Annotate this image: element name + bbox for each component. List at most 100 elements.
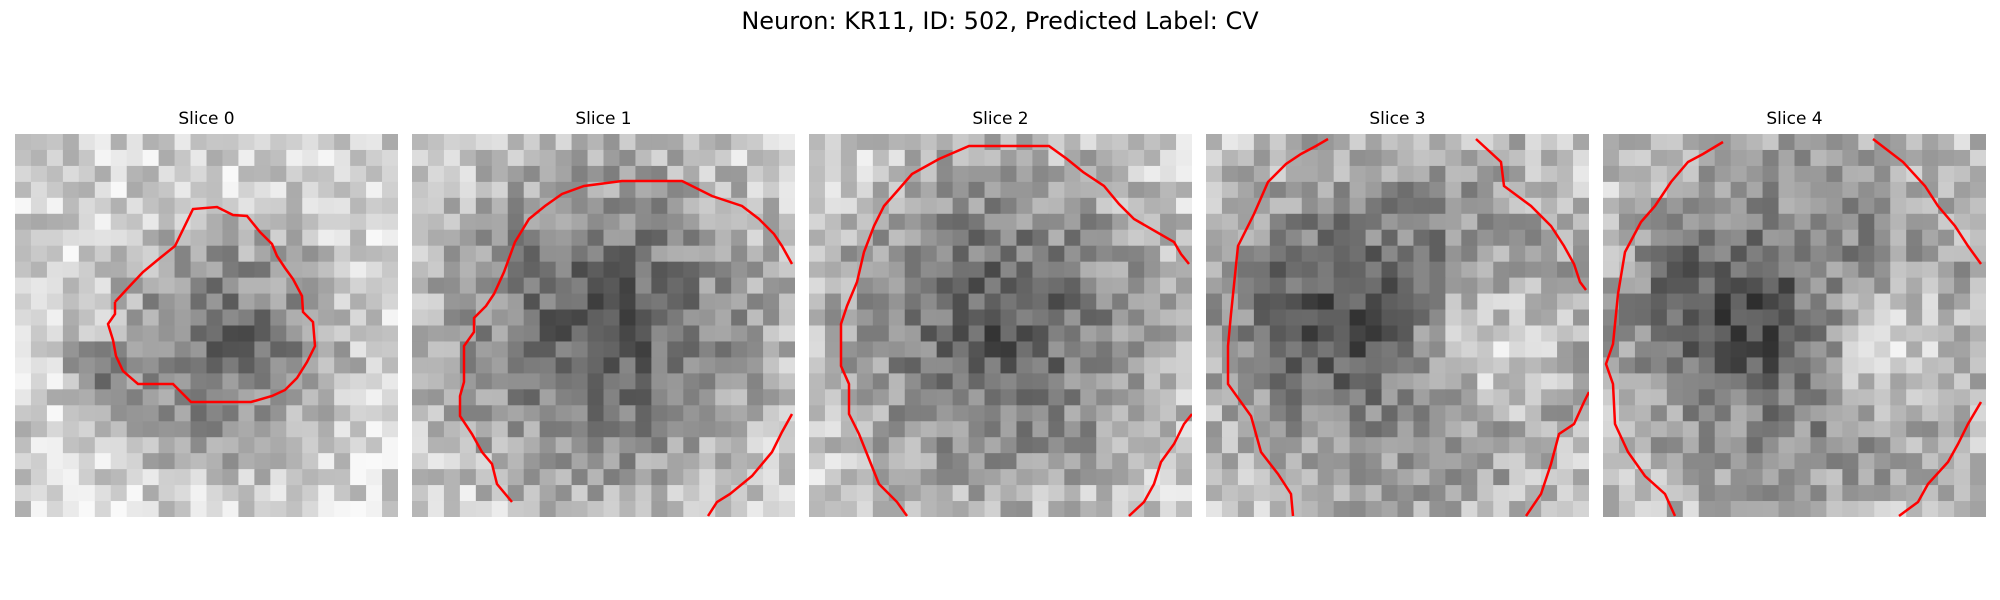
pixel [1922,245,1939,263]
pixel [1237,245,1255,263]
pixel [1826,405,1843,422]
pixel [779,309,795,327]
pixel [603,453,621,470]
pixel [491,325,509,343]
pixel [15,245,32,263]
pixel [1603,293,1620,311]
pixel [382,437,398,454]
pixel [1381,229,1399,247]
pixel [1810,501,1828,517]
pixel [1778,309,1796,327]
pixel [1762,134,1780,151]
pixel [809,469,826,486]
pixel [1618,357,1636,374]
pixel [763,165,780,183]
pixel [507,373,525,390]
pixel [254,501,271,517]
pixel [1573,485,1589,502]
pixel [286,293,303,311]
pixel [1000,245,1018,263]
pixel [1477,373,1494,390]
pixel [667,181,684,199]
pixel [1954,373,1971,390]
pixel [1128,293,1145,311]
pixel [635,373,652,390]
pixel [1842,277,1859,295]
pixel [1064,469,1081,486]
pixel [587,197,605,215]
pixel [190,134,208,151]
pixel [1650,277,1668,295]
pixel [1381,389,1399,406]
pixel [571,437,589,454]
pixel [888,134,906,151]
pixel [1096,181,1113,199]
pixel [1858,293,1875,311]
pixel [1525,437,1542,454]
pixel [731,277,748,295]
pixel [459,213,477,231]
pixel [46,421,64,438]
pixel [491,485,509,502]
pixel [427,437,445,454]
pixel [1112,245,1129,263]
pixel [286,261,303,279]
pixel [1461,325,1478,343]
pixel [1573,293,1589,311]
pixel [1493,421,1510,438]
pixel [1000,485,1018,502]
pixel [1413,181,1431,199]
pixel [1269,485,1287,502]
pixel [126,277,144,295]
pixel [1477,485,1494,502]
pixel [1365,421,1383,438]
pixel [1285,245,1303,263]
pixel [1048,309,1065,327]
pixel [1445,213,1462,231]
pixel [412,437,429,454]
pixel [1954,197,1971,215]
pixel [1842,293,1859,311]
pixel [126,341,144,359]
pixel [1032,165,1049,183]
pixel [270,325,287,343]
pixel [667,293,684,311]
pixel [206,405,224,422]
pixel [603,437,621,454]
pixel [1557,373,1574,390]
pixel [1000,501,1018,517]
pixel [254,453,271,470]
pixel [1000,341,1018,359]
pixel [1365,245,1383,263]
pixel [1778,421,1796,438]
pixel [904,469,922,486]
pixel [412,405,429,422]
pixel [936,245,954,263]
pixel [1541,245,1558,263]
pixel [952,469,970,486]
pixel [1253,149,1271,167]
pixel [350,373,367,390]
pixel [94,373,112,390]
pixel [856,245,874,263]
pixel [1016,357,1034,374]
pixel [1285,165,1303,183]
pixel [571,293,589,311]
pixel [491,309,509,327]
pixel [1778,229,1796,247]
pixel [302,469,319,486]
pixel [1365,389,1383,406]
pixel [1573,341,1589,359]
pixel [904,261,922,279]
pixel [1000,453,1018,470]
pixel [1525,245,1542,263]
pixel [1698,501,1716,517]
pixel [1206,277,1223,295]
pixel [699,197,716,215]
pixel [1397,357,1415,374]
pixel [427,501,445,517]
pixel [78,453,96,470]
pixel [984,389,1002,406]
pixel [302,165,319,183]
pixel [1666,437,1684,454]
